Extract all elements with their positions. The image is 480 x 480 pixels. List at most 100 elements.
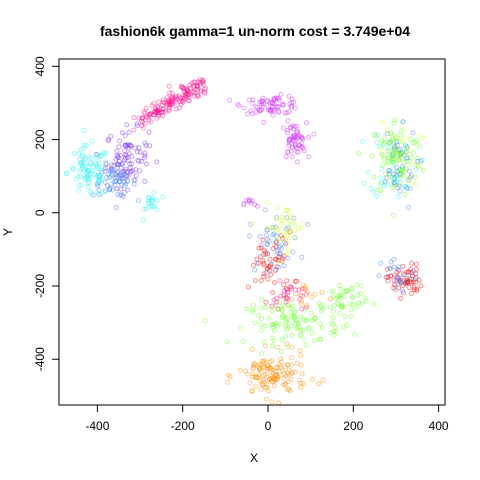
data-point <box>276 108 282 114</box>
data-point <box>362 295 368 301</box>
data-point <box>200 78 206 84</box>
data-point <box>113 178 119 184</box>
data-point <box>320 306 326 312</box>
data-point <box>260 377 266 382</box>
data-point <box>166 97 171 102</box>
data-point <box>285 149 291 155</box>
data-point <box>258 108 264 114</box>
data-point <box>305 221 311 227</box>
data-point <box>98 173 104 179</box>
data-point <box>264 365 270 371</box>
data-point <box>262 207 268 213</box>
data-point <box>264 99 270 104</box>
data-point <box>86 172 92 178</box>
data-point <box>395 169 401 174</box>
data-point <box>85 168 91 174</box>
data-point <box>286 247 292 253</box>
data-point <box>344 288 350 294</box>
data-point <box>264 227 270 233</box>
data-point <box>410 140 416 146</box>
data-point <box>262 364 268 370</box>
data-point <box>200 81 206 87</box>
data-point <box>274 323 280 329</box>
data-point <box>396 172 402 178</box>
data-point <box>293 142 298 148</box>
data-point <box>274 95 280 101</box>
data-point <box>388 181 394 187</box>
data-point <box>273 365 279 371</box>
data-point <box>385 161 391 166</box>
data-point <box>279 315 285 320</box>
data-point <box>394 173 400 179</box>
data-point <box>274 237 280 243</box>
data-point <box>190 84 196 90</box>
data-point <box>257 108 263 114</box>
data-point <box>287 137 293 143</box>
data-point <box>416 163 422 169</box>
data-point <box>262 358 268 364</box>
data-point <box>146 200 152 206</box>
data-point <box>285 325 291 331</box>
data-point <box>249 111 255 117</box>
data-point <box>285 118 291 124</box>
data-point <box>384 175 390 181</box>
data-point <box>194 83 200 89</box>
data-point <box>403 280 409 286</box>
data-point <box>288 141 294 147</box>
data-point <box>397 152 403 158</box>
data-point <box>265 363 271 368</box>
data-point <box>254 260 260 266</box>
data-point <box>284 110 290 116</box>
data-point <box>267 107 273 113</box>
data-point <box>287 219 293 225</box>
data-point <box>145 195 151 200</box>
data-point <box>114 186 120 192</box>
data-point <box>397 167 403 173</box>
data-point <box>379 120 385 126</box>
data-point <box>273 266 279 272</box>
data-point <box>263 304 269 310</box>
data-point <box>406 269 412 275</box>
data-point <box>249 100 255 106</box>
data-point <box>258 278 264 284</box>
data-point <box>270 308 275 314</box>
data-point <box>274 376 280 382</box>
data-point <box>285 386 291 392</box>
data-point <box>255 104 260 110</box>
data-point <box>105 183 110 189</box>
data-point <box>283 334 288 339</box>
data-point <box>122 142 128 148</box>
data-point <box>107 174 113 180</box>
data-point <box>265 237 271 243</box>
data-point <box>88 171 93 177</box>
data-point <box>338 304 344 310</box>
data-point <box>279 306 285 312</box>
data-point <box>122 168 128 174</box>
data-point <box>76 151 82 157</box>
data-point <box>153 108 159 114</box>
data-point <box>146 112 152 118</box>
data-point <box>243 197 249 203</box>
data-point <box>149 103 155 109</box>
data-point <box>80 166 86 171</box>
data-point <box>125 178 130 184</box>
data-point <box>312 291 318 297</box>
data-point <box>276 306 282 312</box>
data-point <box>284 296 290 302</box>
data-point <box>101 150 107 156</box>
data-point <box>414 288 420 294</box>
data-point <box>361 180 367 186</box>
data-point <box>166 98 172 104</box>
data-point <box>107 186 113 192</box>
data-point <box>141 109 147 115</box>
data-point <box>392 182 398 188</box>
data-point <box>129 153 135 159</box>
data-point <box>389 175 395 181</box>
data-point <box>97 192 103 198</box>
data-point <box>348 307 354 313</box>
data-point <box>269 367 275 373</box>
data-point <box>151 189 157 195</box>
data-point <box>256 372 262 378</box>
data-point <box>386 168 392 174</box>
data-point <box>301 336 307 342</box>
